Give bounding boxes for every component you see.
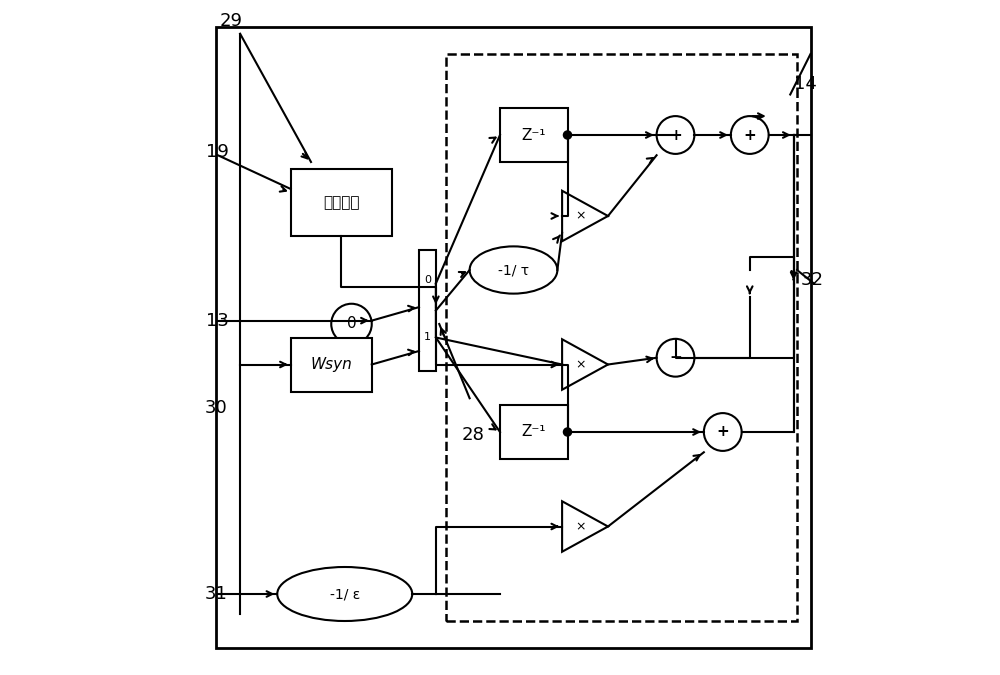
Polygon shape — [562, 340, 608, 389]
Text: 0: 0 — [347, 317, 356, 331]
Text: -1/ τ: -1/ τ — [498, 263, 529, 277]
Text: ×: × — [575, 209, 586, 223]
Polygon shape — [562, 502, 608, 551]
Text: +: + — [716, 425, 729, 439]
Text: 0: 0 — [424, 275, 431, 285]
Circle shape — [731, 116, 769, 154]
FancyBboxPatch shape — [500, 405, 568, 459]
FancyBboxPatch shape — [216, 27, 810, 648]
Ellipse shape — [331, 304, 372, 344]
Ellipse shape — [277, 567, 412, 621]
Text: 30: 30 — [205, 400, 228, 417]
Text: Wsyn: Wsyn — [310, 357, 352, 372]
Ellipse shape — [470, 246, 557, 294]
Text: 28: 28 — [462, 427, 484, 444]
Circle shape — [704, 413, 742, 451]
FancyBboxPatch shape — [446, 54, 797, 621]
Text: 13: 13 — [206, 312, 229, 329]
Text: -1/ ε: -1/ ε — [330, 587, 360, 601]
Text: +: + — [743, 128, 756, 142]
Text: +: + — [669, 128, 682, 142]
FancyBboxPatch shape — [419, 250, 436, 371]
Polygon shape — [562, 191, 608, 241]
Circle shape — [657, 339, 694, 377]
Circle shape — [563, 428, 572, 436]
FancyBboxPatch shape — [291, 338, 372, 392]
Text: Z⁻¹: Z⁻¹ — [522, 128, 546, 142]
Text: ×: × — [575, 520, 586, 533]
Text: 29: 29 — [220, 12, 243, 30]
Text: 1: 1 — [424, 332, 431, 342]
Circle shape — [563, 131, 572, 139]
Text: 32: 32 — [800, 271, 823, 289]
FancyBboxPatch shape — [291, 169, 392, 236]
FancyBboxPatch shape — [500, 108, 568, 162]
Text: −: − — [669, 350, 682, 365]
Text: ×: × — [575, 358, 586, 371]
Text: 峰値检测: 峰値检测 — [323, 195, 360, 210]
Text: 14: 14 — [794, 76, 816, 93]
Text: Z⁻¹: Z⁻¹ — [522, 425, 546, 439]
Text: 31: 31 — [204, 585, 227, 603]
Text: 19: 19 — [206, 143, 229, 161]
Circle shape — [657, 116, 694, 154]
